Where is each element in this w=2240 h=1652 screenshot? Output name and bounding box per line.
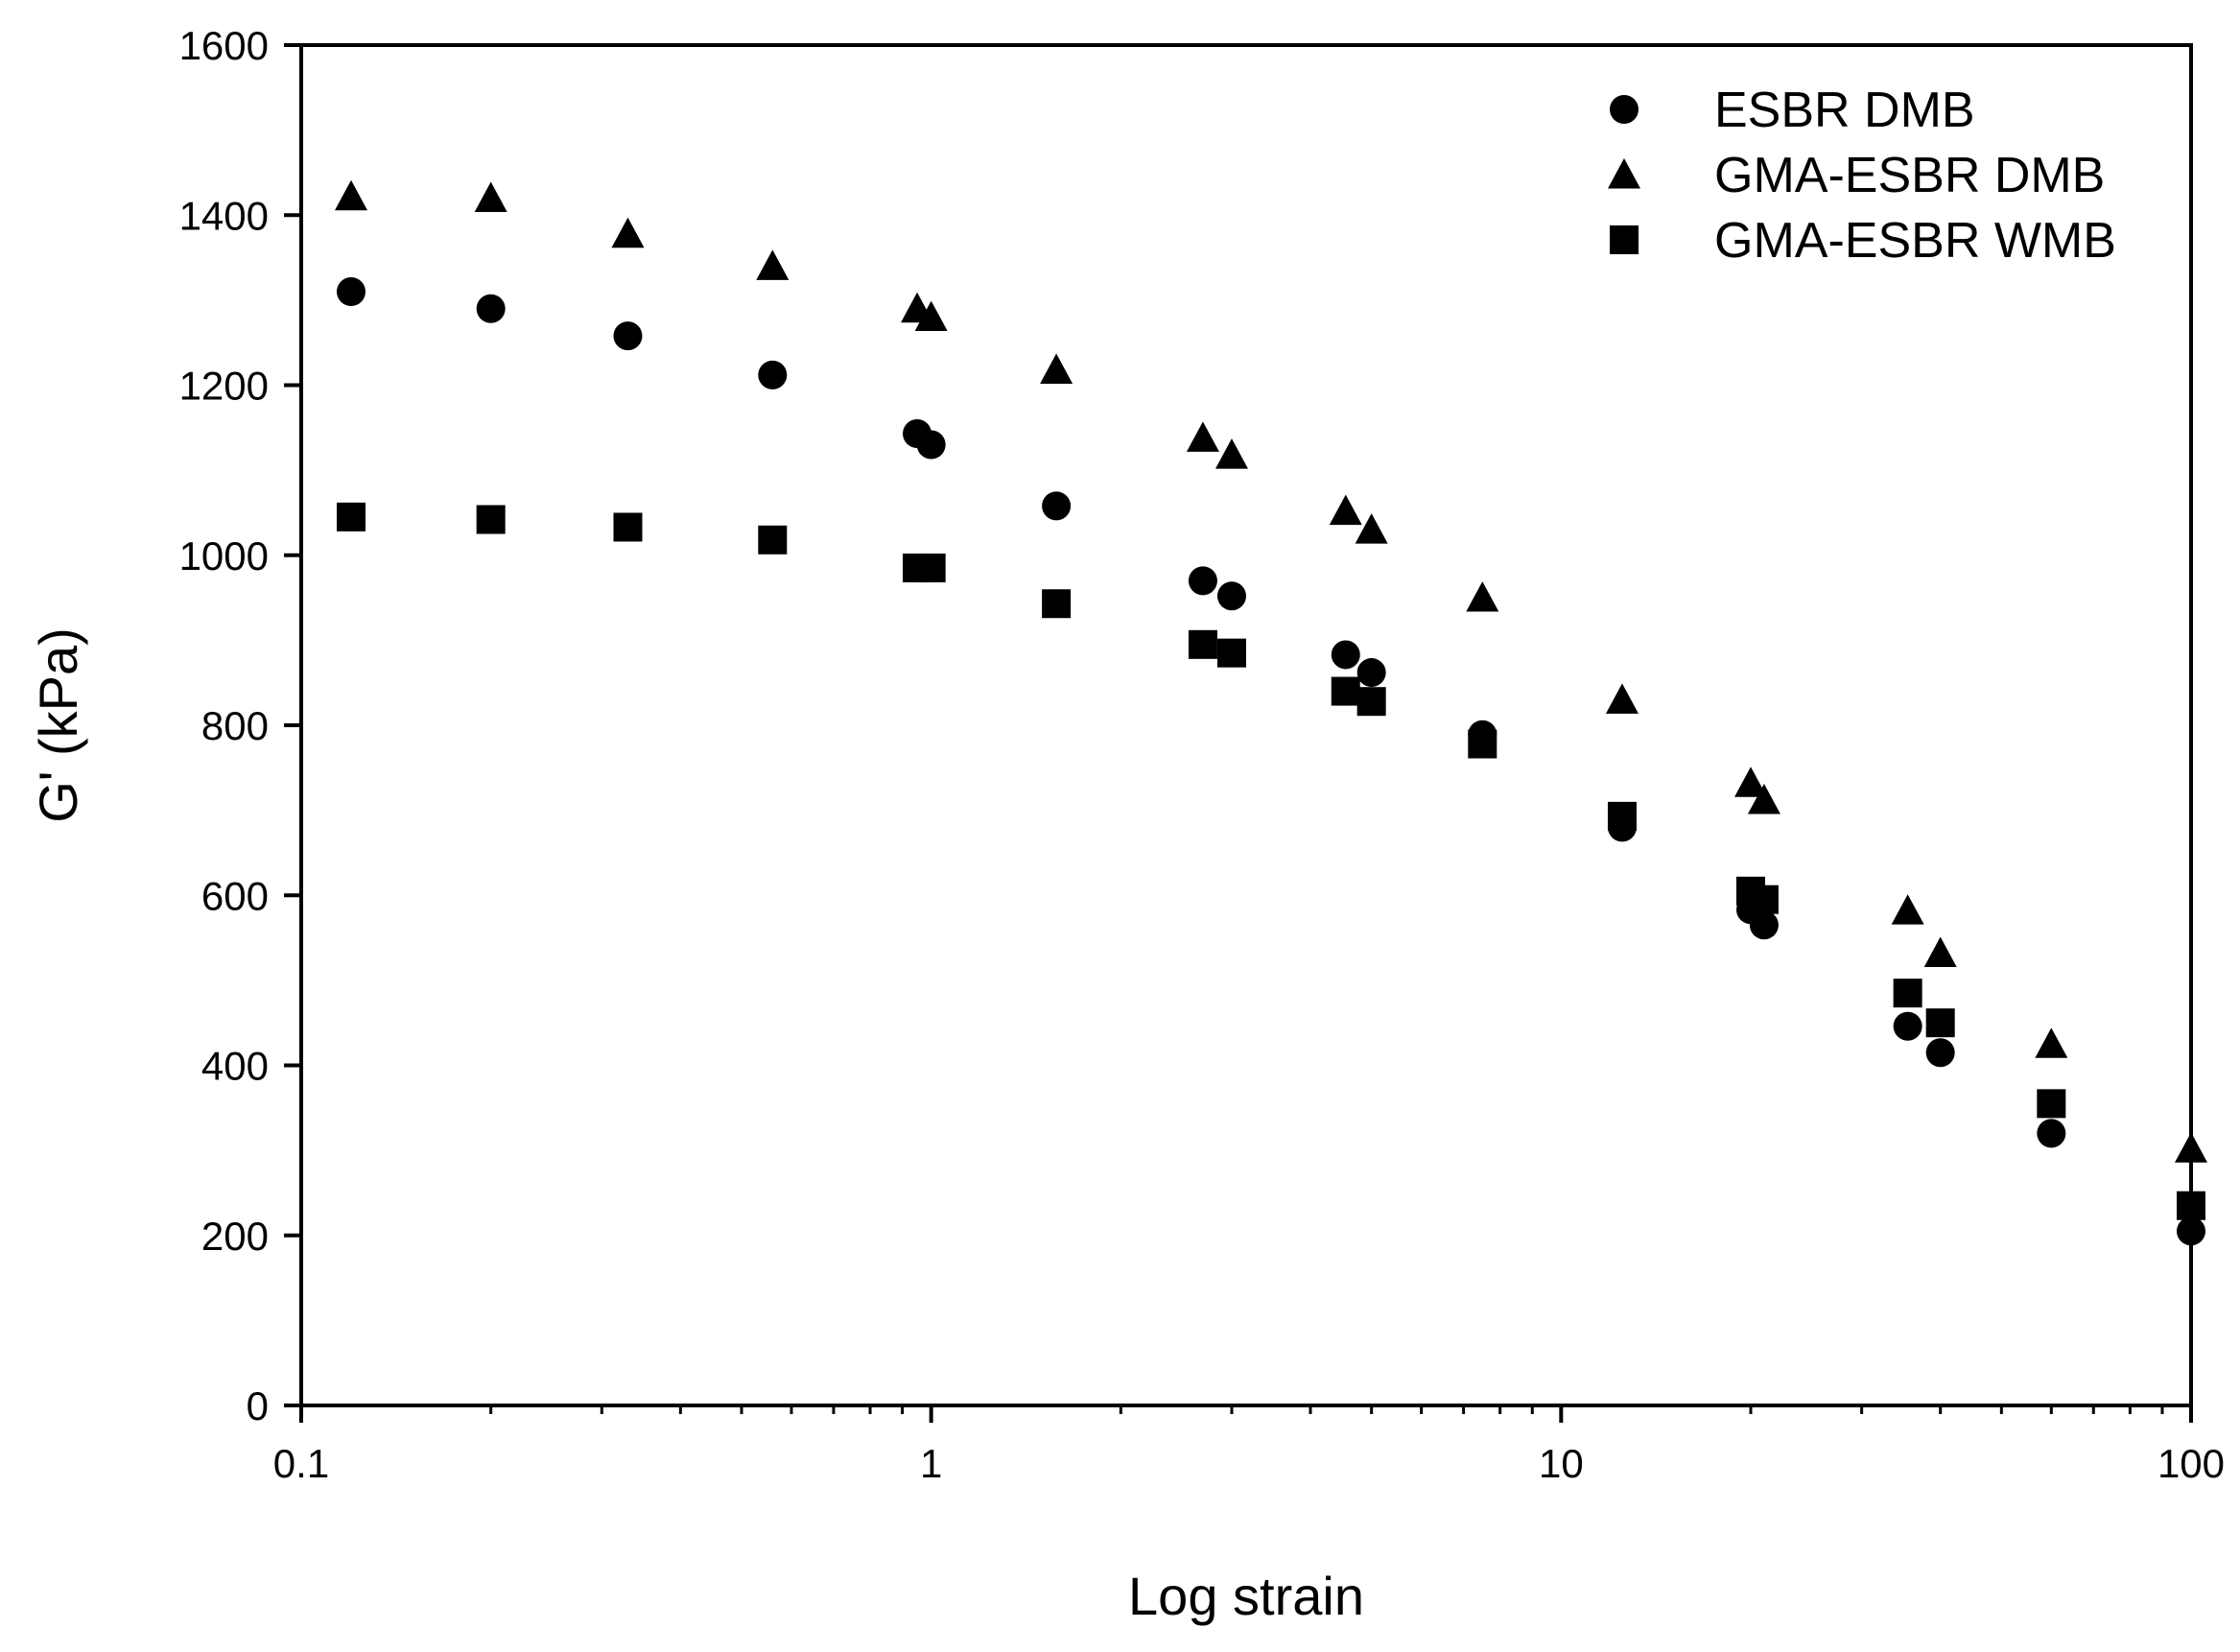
data-point-triangle (1466, 581, 1499, 612)
y-tick-label: 400 (201, 1044, 269, 1089)
data-point-square (1331, 676, 1360, 706)
data-point-square (1042, 589, 1072, 619)
data-point-triangle (1605, 683, 1639, 714)
data-point-circle (1749, 910, 1779, 940)
data-point-triangle (1747, 783, 1780, 814)
data-point-triangle (611, 217, 645, 248)
data-point-triangle (2035, 1027, 2068, 1058)
data-point-circle (1893, 1011, 1922, 1041)
y-tick-label: 1000 (179, 533, 269, 578)
data-point-circle (1188, 566, 1217, 596)
legend-label: GMA-ESBR DMB (1714, 148, 2105, 203)
data-point-circle (1356, 658, 1386, 688)
y-tick-label: 1400 (179, 193, 269, 238)
data-point-square (1356, 687, 1386, 717)
data-point-triangle (1186, 421, 1219, 452)
y-axis-title: G' (kPa) (28, 627, 88, 823)
data-point-square (758, 525, 788, 555)
legend: ESBR DMB GMA-ESBR DMB GMA-ESBR WMB (1608, 83, 2116, 269)
x-tick-label: 10 (1539, 1441, 1584, 1486)
y-tick-label: 1200 (179, 364, 269, 409)
data-point-triangle (756, 249, 790, 280)
data-point-triangle (334, 179, 367, 211)
x-tick-label: 1 (920, 1441, 942, 1486)
data-point-circle (1216, 581, 1246, 611)
data-point-triangle (1891, 894, 1924, 925)
data-point-circle (1331, 640, 1360, 670)
data-point-triangle (1040, 353, 1073, 384)
x-tick-label: 100 (2157, 1441, 2225, 1486)
legend-marker-triangle (1608, 158, 1640, 189)
y-tick-label: 200 (201, 1214, 269, 1259)
data-point-square (916, 554, 946, 583)
data-point-circle (1042, 491, 1072, 521)
legend-label: ESBR DMB (1714, 83, 1975, 138)
data-point-square (2037, 1089, 2066, 1119)
data-point-square (336, 502, 365, 531)
data-point-square (1216, 638, 1246, 668)
legend-marker-circle (1610, 95, 1639, 124)
data-point-circle (476, 294, 506, 323)
legend-label: GMA-ESBR WMB (1714, 213, 2116, 269)
data-point-square (1749, 885, 1779, 914)
data-point-circle (2037, 1119, 2066, 1148)
data-point-triangle (1923, 936, 1957, 967)
y-tick-label: 800 (201, 703, 269, 748)
y-tick-label: 600 (201, 873, 269, 918)
y-axis-ticks: 0 200 400 600 800 1000 1200 1400 1600 (179, 23, 301, 1428)
data-point-circle (758, 360, 788, 389)
data-point-circle (336, 277, 365, 307)
data-point-square (1188, 629, 1217, 659)
data-point-circle (613, 321, 643, 351)
data-point-triangle (914, 300, 948, 332)
data-point-triangle (474, 181, 507, 212)
data-point-square (2177, 1191, 2205, 1220)
y-tick-label: 1600 (179, 23, 269, 68)
data-point-circle (1925, 1038, 1955, 1068)
x-axis-title: Log strain (1128, 1566, 1364, 1626)
x-tick-label: 0.1 (273, 1441, 329, 1486)
data-point-circle (2177, 1216, 2205, 1246)
data-point-triangle (1355, 513, 1388, 544)
data-point-triangle (1734, 767, 1768, 797)
data-point-square (476, 505, 506, 534)
legend-marker-square (1610, 225, 1639, 254)
data-point-triangle (1329, 494, 1362, 526)
data-point-square (1468, 729, 1497, 759)
data-point-triangle (2175, 1132, 2207, 1163)
y-tick-label: 0 (247, 1383, 269, 1428)
data-points (334, 179, 2207, 1246)
data-point-circle (916, 430, 946, 460)
data-point-triangle (1214, 438, 1248, 469)
x-axis-ticks: 0.1 1 10 100 (273, 1405, 2225, 1486)
data-point-square (1893, 979, 1922, 1008)
data-point-square (1607, 801, 1637, 831)
data-point-square (613, 512, 643, 542)
data-point-square (1925, 1008, 1955, 1038)
